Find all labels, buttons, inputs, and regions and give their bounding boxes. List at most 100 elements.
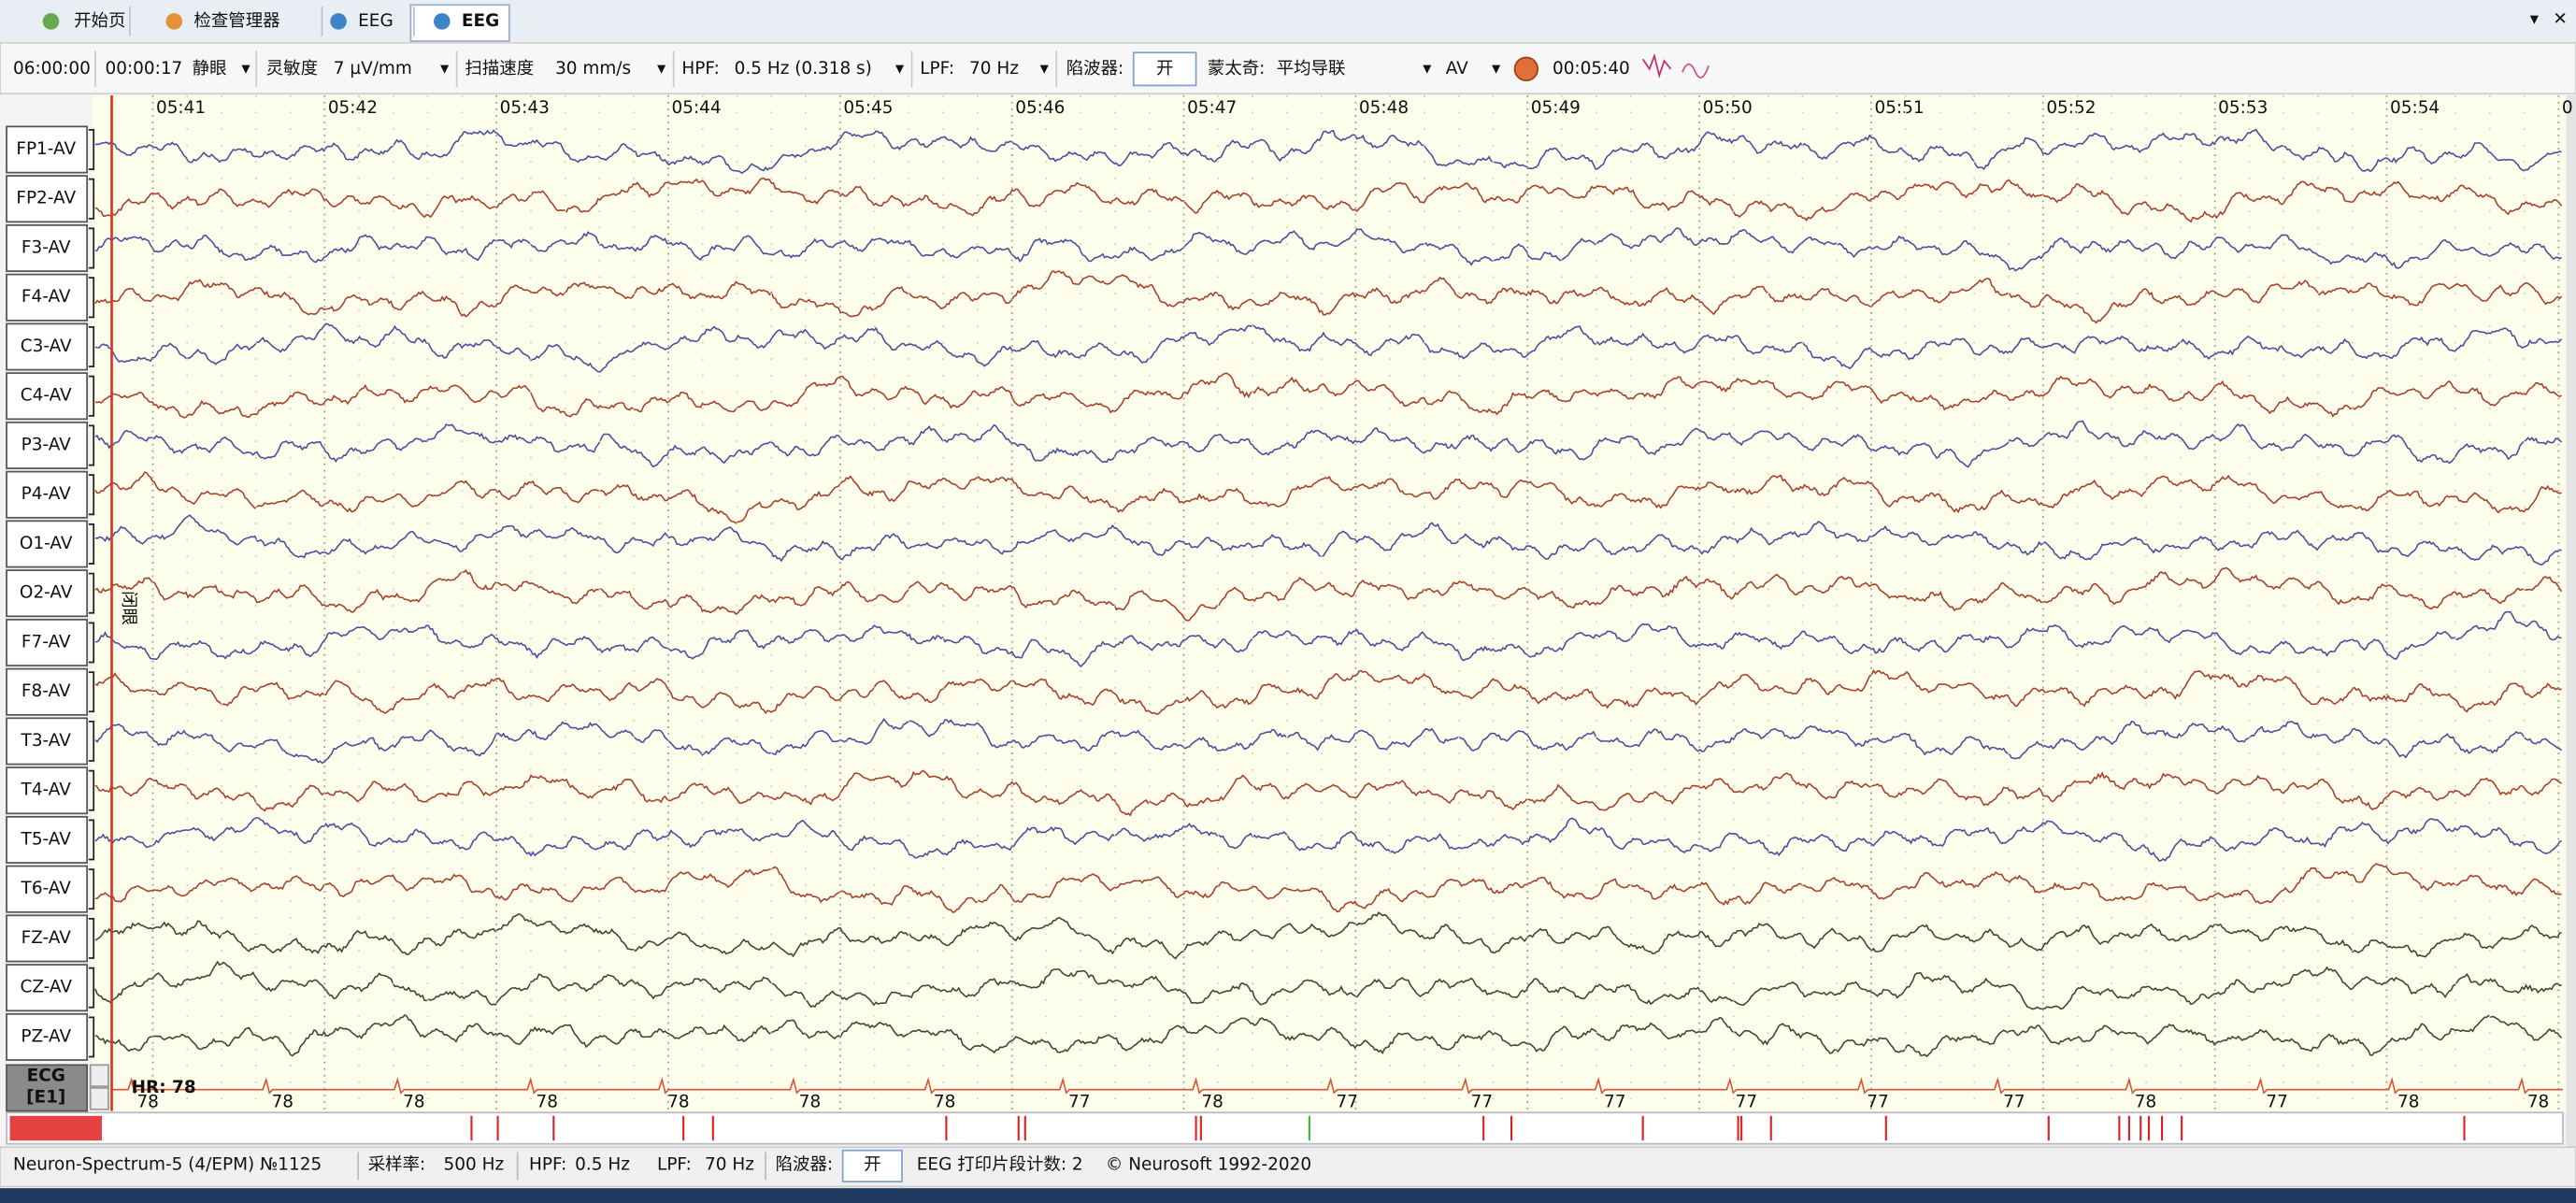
time-label: 05:45: [843, 98, 893, 118]
toolbar-speed-label[interactable]: 扫描速度: [465, 59, 534, 79]
toolbar-speed[interactable]: 30 mm/s: [555, 59, 631, 79]
hr-value: 78: [136, 1093, 158, 1112]
dropdown-arrow[interactable]: ▾: [895, 59, 905, 79]
toolbar-sensitivity[interactable]: 7 µV/mm: [334, 59, 412, 79]
taskbar: [0, 1188, 2576, 1203]
time-label: 05:51: [1874, 98, 1924, 118]
close-button[interactable]: ✕: [2553, 9, 2567, 29]
toolbar-hpf[interactable]: 0.5 Hz (0.318 s): [735, 59, 872, 79]
traces: [94, 128, 2563, 1058]
eeg-trace: [94, 669, 2562, 715]
toolbar-lpf-label[interactable]: LPF:: [920, 59, 954, 79]
scrollbar[interactable]: [2566, 94, 2576, 1181]
dropdown-arrow[interactable]: ▾: [1492, 59, 1501, 79]
channel-label-box: [6, 914, 89, 963]
channel-label[interactable]: T4-AV: [21, 781, 72, 800]
channel-label[interactable]: P4-AV: [21, 484, 72, 504]
channel-label-box: [6, 717, 89, 766]
scale-bracket: [88, 326, 95, 367]
status-notch: 开: [864, 1155, 880, 1175]
dropdown-arrow[interactable]: ▾: [657, 59, 666, 79]
heart-rate: HR: 78: [132, 1078, 196, 1097]
tab-menu[interactable]: ▾: [2530, 9, 2540, 29]
tab-icon: [330, 13, 347, 30]
toolbar-montage[interactable]: 平均导联: [1277, 59, 1346, 79]
dropdown-arrow[interactable]: ▾: [440, 59, 450, 79]
scale-bracket: [88, 622, 95, 664]
toolbar: [0, 41, 2576, 95]
toolbar-montage-label[interactable]: 蒙太奇:: [1208, 59, 1266, 79]
hr-value: 78: [2397, 1093, 2419, 1112]
status-device: Neuron-Spectrum-5 (4/EPM) №1125: [13, 1155, 322, 1175]
time-label: 05:42: [328, 98, 378, 118]
status-bar: [0, 1146, 2576, 1188]
time-label: 05:44: [672, 98, 722, 118]
channel-label[interactable]: F3-AV: [21, 237, 71, 257]
channel-label-box: [6, 273, 89, 322]
toolbar-hpf-label[interactable]: HPF:: [681, 59, 719, 79]
status-copyright: © Neurosoft 1992-2020: [1106, 1155, 1311, 1175]
scale-bracket: [88, 523, 95, 565]
toolbar-lpf[interactable]: 70 Hz: [969, 59, 1019, 79]
wave-icon[interactable]: [1641, 52, 1672, 79]
tab[interactable]: EEG: [462, 11, 499, 31]
tab[interactable]: 检查管理器: [193, 11, 279, 31]
dropdown-arrow[interactable]: ▾: [1423, 59, 1432, 79]
channel-label[interactable]: O2-AV: [20, 583, 73, 603]
channel-label[interactable]: FP1-AV: [16, 139, 76, 159]
dropdown-arrow[interactable]: ▾: [1040, 59, 1050, 79]
channel-label-box: [6, 125, 89, 174]
channel-label[interactable]: FP2-AV: [16, 189, 76, 208]
channel-label[interactable]: F7-AV: [21, 632, 71, 652]
scale-bracket: [88, 917, 95, 959]
channel-label[interactable]: C3-AV: [21, 337, 72, 356]
wave-icon[interactable]: [1682, 63, 1710, 79]
channel-label[interactable]: P3-AV: [21, 435, 72, 454]
time-label: 05:41: [156, 98, 206, 118]
toolbar-start-time[interactable]: 06:00:00: [13, 59, 91, 79]
hr-value: 78: [1201, 1093, 1223, 1112]
scale-bracket: [88, 720, 95, 762]
channel-label[interactable]: T6-AV: [21, 879, 72, 898]
channel-label[interactable]: T3-AV: [21, 731, 72, 751]
status-rate-label: 采样率:: [368, 1155, 426, 1175]
status-hpf-label: HPF:: [529, 1155, 566, 1175]
notch-toggle[interactable]: [1132, 51, 1197, 87]
channel-label-box: [6, 766, 89, 815]
toolbar-state[interactable]: 静眼: [193, 59, 227, 79]
channel-label[interactable]: C4-AV: [21, 386, 72, 406]
ecg-trace: [111, 1077, 2563, 1095]
status-notch-box: [841, 1149, 903, 1183]
time-label: 05:46: [1015, 98, 1065, 118]
channel-label[interactable]: F4-AV: [21, 287, 71, 307]
toolbar-elapsed[interactable]: 00:00:17: [105, 59, 182, 79]
toolbar-time[interactable]: 00:05:40: [1553, 59, 1630, 79]
ecg-label-box: [6, 1064, 89, 1112]
notch-state[interactable]: 开: [1156, 59, 1173, 79]
zoom-minus[interactable]: [89, 1087, 109, 1110]
time-label: 05:47: [1187, 98, 1237, 118]
channel-label[interactable]: T5-AV: [21, 829, 72, 849]
channel-label[interactable]: PZ-AV: [21, 1026, 71, 1046]
zoom-plus[interactable]: [89, 1064, 109, 1088]
tab-icon: [165, 13, 183, 30]
channel-label[interactable]: CZ-AV: [20, 978, 72, 997]
eeg-trace: [94, 372, 2562, 419]
dropdown-arrow[interactable]: ▾: [241, 59, 250, 79]
channel-label[interactable]: FZ-AV: [21, 928, 72, 948]
hr-value: 77: [1867, 1093, 1888, 1112]
time-label: 05:53: [2218, 98, 2268, 118]
toolbar-notch-label[interactable]: 陷波器:: [1066, 59, 1124, 79]
hr-value: 77: [2266, 1093, 2287, 1112]
channel-label[interactable]: O1-AV: [20, 534, 73, 553]
scale-bracket: [88, 227, 95, 269]
trace-area: [92, 94, 2567, 1111]
channel-label-box: [6, 1012, 89, 1061]
channel-label[interactable]: F8-AV: [21, 681, 71, 701]
toolbar-sensitivity-label[interactable]: 灵敏度: [266, 59, 318, 79]
tab[interactable]: EEG: [358, 11, 394, 31]
tab[interactable]: 开始页: [74, 11, 125, 31]
scale-bracket: [88, 819, 95, 861]
eeg-trace: [94, 269, 2563, 324]
toolbar-reference[interactable]: AV: [1446, 59, 1468, 79]
